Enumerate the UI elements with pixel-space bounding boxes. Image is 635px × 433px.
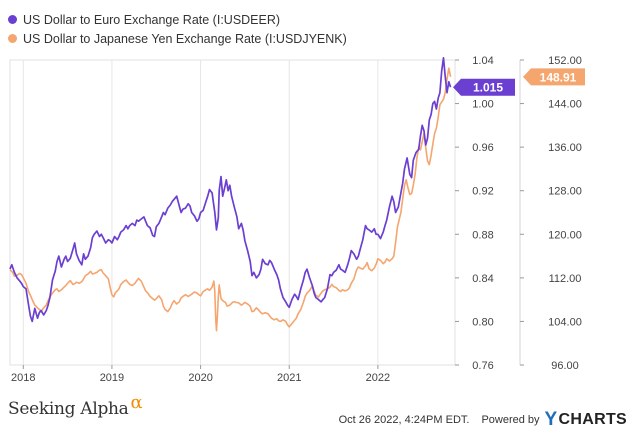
y-left-tick-label: 0.88	[472, 229, 493, 241]
legend-dot-icon	[8, 15, 17, 24]
last-value-badge-usdjyenk-label: 148.91	[540, 70, 577, 84]
y-left-tick-label: 0.84	[472, 273, 493, 285]
y-right-tick-label: 96.00	[551, 360, 579, 372]
x-tick-label: 2018	[11, 372, 35, 384]
y-right-tick-label: 152.00	[548, 55, 582, 67]
series-line-usdeer	[9, 56, 452, 323]
legend-dot-icon	[8, 34, 17, 43]
y-right-tick-label: 104.00	[548, 316, 582, 328]
y-left-tick-label: 1.00	[472, 99, 493, 111]
y-right-tick-label: 128.00	[548, 186, 582, 198]
legend: US Dollar to Euro Exchange Rate (I:USDEE…	[8, 10, 347, 48]
last-value-badge-usdeer	[453, 78, 515, 96]
legend-item-usdjyenk[interactable]: US Dollar to Japanese Yen Exchange Rate …	[8, 29, 347, 48]
legend-item-usdeer[interactable]: US Dollar to Euro Exchange Rate (I:USDEE…	[8, 10, 347, 29]
y-left-tick-label: 0.80	[472, 316, 493, 328]
x-tick-label: 2020	[188, 372, 212, 384]
plot-area	[9, 59, 456, 366]
x-tick-label: 2019	[100, 372, 124, 384]
exchange-rate-chart: 2018 2019 2020 2021 2022 0.76 0.80 0.84 0.88 0.92…	[9, 55, 585, 384]
legend-label-usdjyenk: US Dollar to Japanese Yen Exchange Rate …	[23, 31, 347, 46]
seeking-alpha-logo: Seeking Alpha α	[8, 392, 143, 419]
series-line-usdjyenk	[9, 67, 452, 332]
attribution: Oct 26 2022, 4:24PM EDT. Powered by Y CH…	[339, 409, 627, 431]
brand-name: Seeking Alpha	[8, 399, 129, 419]
y-right-tick-label: 144.00	[548, 99, 582, 111]
ycharts-name: CHARTS	[558, 411, 627, 428]
y-right-tick-label: 136.00	[548, 142, 582, 154]
x-tick-label: 2022	[366, 372, 390, 384]
y-right-tick-label: 120.00	[548, 229, 582, 241]
ycharts-y-icon: Y	[544, 409, 558, 430]
timestamp: Oct 26 2022, 4:24PM EDT.	[338, 414, 470, 426]
last-value-badge-usdjyenk	[523, 68, 585, 86]
legend-label-usdeer: US Dollar to Euro Exchange Rate (I:USDEE…	[23, 12, 281, 27]
alpha-icon: α	[130, 392, 143, 413]
y-left-tick-label: 1.04	[472, 55, 493, 67]
x-tick-label: 2021	[277, 372, 301, 384]
y-left-tick-label: 0.92	[472, 186, 493, 198]
y-left-tick-label: 0.96	[472, 142, 493, 154]
y-right-tick-label: 112.00	[549, 273, 582, 285]
last-value-badge-usdeer-label: 1.015	[473, 81, 503, 95]
powered-by-label: Powered by	[481, 414, 540, 426]
ycharts-logo[interactable]: Y CHARTS	[545, 409, 627, 431]
y-left-tick-label: 0.76	[472, 360, 493, 372]
